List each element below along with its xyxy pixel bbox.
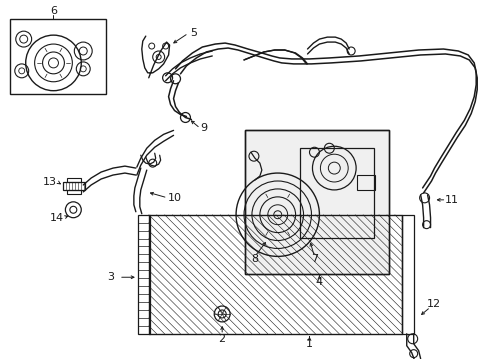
Text: 1: 1 [305, 339, 312, 349]
Text: 11: 11 [444, 195, 457, 205]
Text: 7: 7 [310, 255, 317, 264]
Bar [244, 130, 388, 274]
Text: 10: 10 [167, 193, 181, 203]
Text: 13: 13 [42, 177, 57, 187]
Text: 9: 9 [201, 123, 207, 134]
Bar [245, 131, 387, 273]
Text: 5: 5 [189, 28, 197, 38]
Text: 3: 3 [107, 272, 114, 282]
Bar [10, 19, 106, 94]
Text: 12: 12 [426, 299, 440, 309]
Bar [138, 215, 149, 334]
Bar [63, 182, 85, 190]
Text: 2: 2 [218, 334, 225, 344]
Bar [67, 178, 81, 182]
Text: 6: 6 [50, 6, 57, 16]
Text: 14: 14 [49, 213, 63, 223]
Bar [67, 190, 81, 194]
Bar [244, 130, 388, 274]
Bar [356, 175, 374, 190]
Bar [401, 215, 413, 334]
Bar [148, 215, 401, 334]
Bar [299, 148, 373, 238]
Text: 4: 4 [315, 277, 322, 287]
Text: 8: 8 [251, 255, 258, 264]
